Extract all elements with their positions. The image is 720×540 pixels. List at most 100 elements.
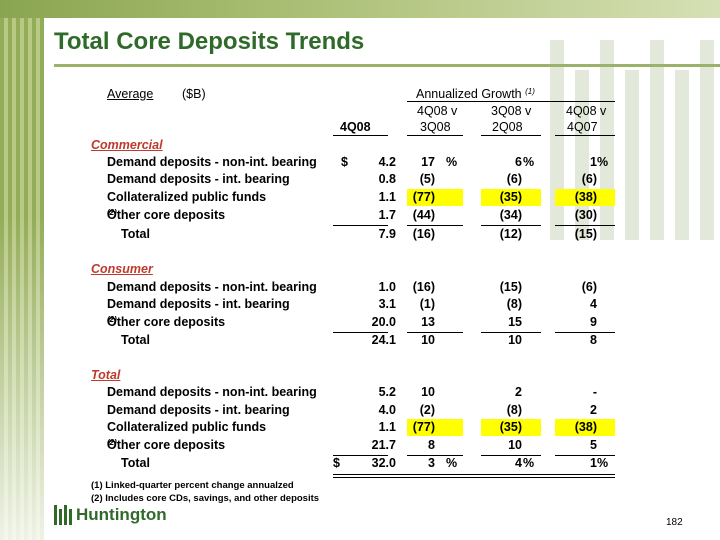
header-rule-col0 — [333, 135, 388, 136]
row-label: Demand deposits - int. bearing — [107, 403, 290, 417]
percent-sign: % — [446, 456, 458, 470]
highlight-commercial-public-funds-col1 — [407, 189, 463, 206]
growth-4q08-v-4q07: 1 — [590, 456, 597, 470]
percent-sign: % — [597, 456, 609, 470]
growth-3q08-v-2q08: (15) — [499, 280, 522, 294]
growth-3q08-v-2q08: 15 — [508, 315, 522, 329]
growth-4q08-v-4q07: (6) — [581, 280, 597, 294]
footnote-2: (2) Includes core CDs, savings, and othe… — [91, 493, 320, 504]
section-title: Total — [91, 368, 121, 382]
table-row-total: Total 24.1 10 10 8 — [0, 333, 720, 351]
growth-4q08-v-4q07: (6) — [581, 172, 597, 186]
section-title: Consumer — [91, 262, 153, 276]
subtotal-rule — [333, 455, 388, 456]
highlight-total-public-funds-col3 — [555, 419, 615, 436]
table-row: Collateralized public funds 1.1 (77) (35… — [0, 190, 720, 208]
growth-3q08-v-2q08: (8) — [506, 403, 522, 417]
percent-sign: % — [523, 456, 535, 470]
table-row: Demand deposits - int. bearing 3.1 (1) (… — [0, 297, 720, 315]
row-label: Total — [121, 227, 150, 241]
highlight-commercial-public-funds-col3 — [555, 189, 615, 206]
annualized-growth-label: Annualized Growth — [416, 87, 522, 101]
growth-4q08-v-3q08: (16) — [412, 280, 435, 294]
header-rule-growth — [407, 101, 615, 102]
growth-3q08-v-2q08: (34) — [499, 208, 522, 222]
growth-4q08-v-3q08: (2) — [419, 403, 435, 417]
value-4q08: 4.2 — [378, 155, 396, 169]
page-title: Total Core Deposits Trends — [54, 28, 365, 55]
growth-4q08-v-3q08: (77) — [412, 190, 435, 204]
growth-4q08-v-3q08: 10 — [421, 385, 435, 399]
growth-3q08-v-2q08: 2 — [515, 385, 522, 399]
growth-4q08-v-4q07: 8 — [590, 333, 597, 347]
highlight-total-public-funds-col2 — [481, 419, 541, 436]
footnote-ref: (2) — [107, 315, 117, 324]
percent-sign: % — [597, 155, 609, 169]
growth-4q08-v-3q08: 8 — [428, 438, 435, 452]
growth-4q08-v-4q07: (38) — [574, 420, 597, 434]
subtotal-rule — [407, 455, 463, 456]
value-4q08: 32.0 — [371, 456, 396, 470]
huntington-logo: Huntington — [54, 504, 167, 526]
value-4q08: 4.0 — [378, 403, 396, 417]
growth-3q08-v-2q08: (8) — [506, 297, 522, 311]
header-col2-bottom: 2Q08 — [492, 120, 523, 134]
header-col1-bottom: 3Q08 — [420, 120, 451, 134]
table-row-grand-total: Total $ 32.0 3 % 4 % 1 % — [0, 456, 720, 474]
section-header-total: Total — [0, 368, 720, 386]
subtotal-rule — [481, 225, 541, 226]
row-label-text: Other core deposits — [107, 208, 226, 222]
title-underline — [54, 64, 720, 67]
table-row: Demand deposits - int. bearing 0.8 (5) (… — [0, 172, 720, 190]
growth-4q08-v-3q08: (1) — [419, 297, 435, 311]
row-label: Demand deposits - int. bearing — [107, 172, 290, 186]
growth-4q08-v-4q07: 1 — [590, 155, 597, 169]
table-row: Collateralized public funds 1.1 (77) (35… — [0, 420, 720, 438]
table-row: Other core deposits (2) 21.7 8 10 5 — [0, 438, 720, 456]
growth-3q08-v-2q08: 10 — [508, 333, 522, 347]
header-units: ($B) — [182, 87, 206, 101]
header-col3-top: 4Q08 v — [566, 104, 607, 118]
header-col1-top: 4Q08 v — [417, 104, 458, 118]
left-bar-fade — [0, 0, 44, 540]
table-row: Demand deposits - non-int. bearing 1.0 (… — [0, 280, 720, 298]
table-row: Other core deposits (2) 1.7 (44) (34) (3… — [0, 208, 720, 226]
value-4q08: 1.1 — [378, 190, 396, 204]
double-rule-bottom — [333, 477, 615, 478]
header-annualized-growth: Annualized Growth (1) — [416, 87, 535, 101]
section-header-commercial: Commercial — [0, 138, 720, 156]
growth-4q08-v-3q08: 3 — [428, 456, 435, 470]
value-4q08: 7.9 — [378, 227, 396, 241]
logo-mark-icon — [54, 505, 72, 525]
header-col2-top: 3Q08 v — [491, 104, 532, 118]
value-4q08: 1.1 — [378, 420, 396, 434]
row-label: Total — [121, 333, 150, 347]
growth-3q08-v-2q08: (6) — [506, 172, 522, 186]
highlight-total-public-funds-col1 — [407, 419, 463, 436]
growth-4q08-v-4q07: 5 — [590, 438, 597, 452]
subtotal-rule — [555, 332, 615, 333]
value-4q08: 1.0 — [378, 280, 396, 294]
table-row: Demand deposits - non-int. bearing $ 4.2… — [0, 155, 720, 173]
header-rule-col2 — [481, 135, 541, 136]
annualized-note: (1) — [525, 87, 535, 96]
table-row-total: Total 7.9 (16) (12) (15) — [0, 227, 720, 245]
footnote-ref: (2) — [107, 208, 117, 217]
growth-4q08-v-3q08: (5) — [419, 172, 435, 186]
row-label-text: Other core deposits — [107, 438, 226, 452]
highlight-commercial-public-funds-col2 — [481, 189, 541, 206]
subtotal-rule — [333, 332, 388, 333]
header-average: Average — [107, 87, 154, 101]
top-decorative-band — [0, 0, 720, 18]
row-label: Demand deposits - non-int. bearing — [107, 155, 317, 169]
subtotal-rule — [555, 225, 615, 226]
percent-sign: % — [523, 155, 535, 169]
subtotal-rule — [407, 332, 463, 333]
growth-4q08-v-4q07: 4 — [590, 297, 597, 311]
growth-4q08-v-3q08: (16) — [412, 227, 435, 241]
table-row: Demand deposits - int. bearing 4.0 (2) (… — [0, 403, 720, 421]
header-col0: 4Q08 — [340, 120, 371, 134]
page-number: 182 — [666, 517, 683, 528]
row-label: Total — [121, 456, 150, 470]
footnote-1: (1) Linked-quarter percent change annual… — [91, 480, 294, 491]
